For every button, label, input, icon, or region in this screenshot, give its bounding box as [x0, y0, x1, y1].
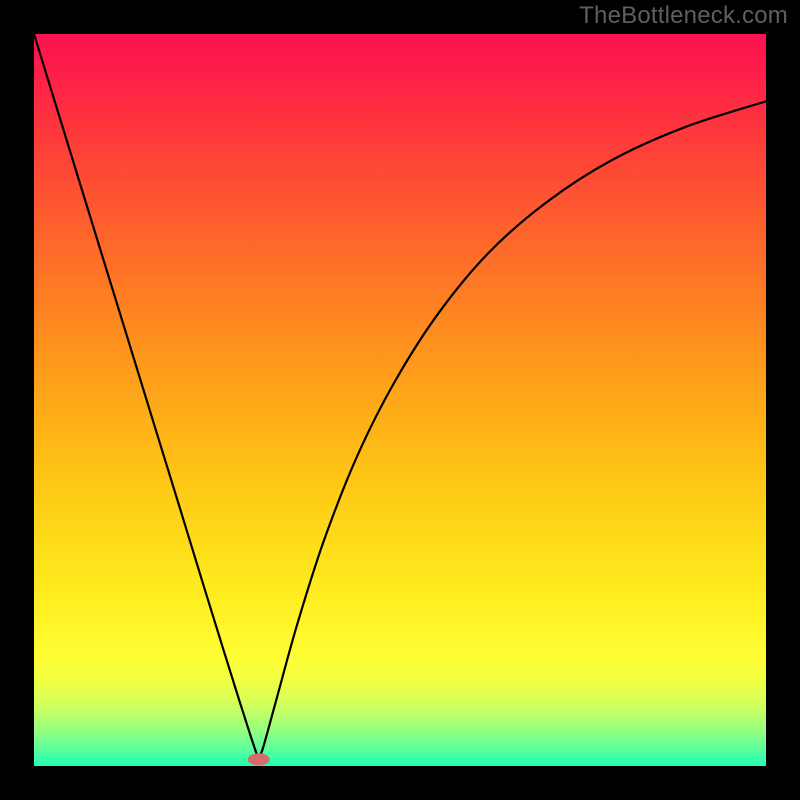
vertex-marker — [248, 753, 270, 765]
watermark-text: TheBottleneck.com — [579, 2, 788, 30]
plot-svg — [34, 34, 766, 766]
plot-background — [34, 34, 766, 766]
chart-frame: TheBottleneck.com — [0, 0, 800, 800]
plot-area — [34, 34, 766, 766]
